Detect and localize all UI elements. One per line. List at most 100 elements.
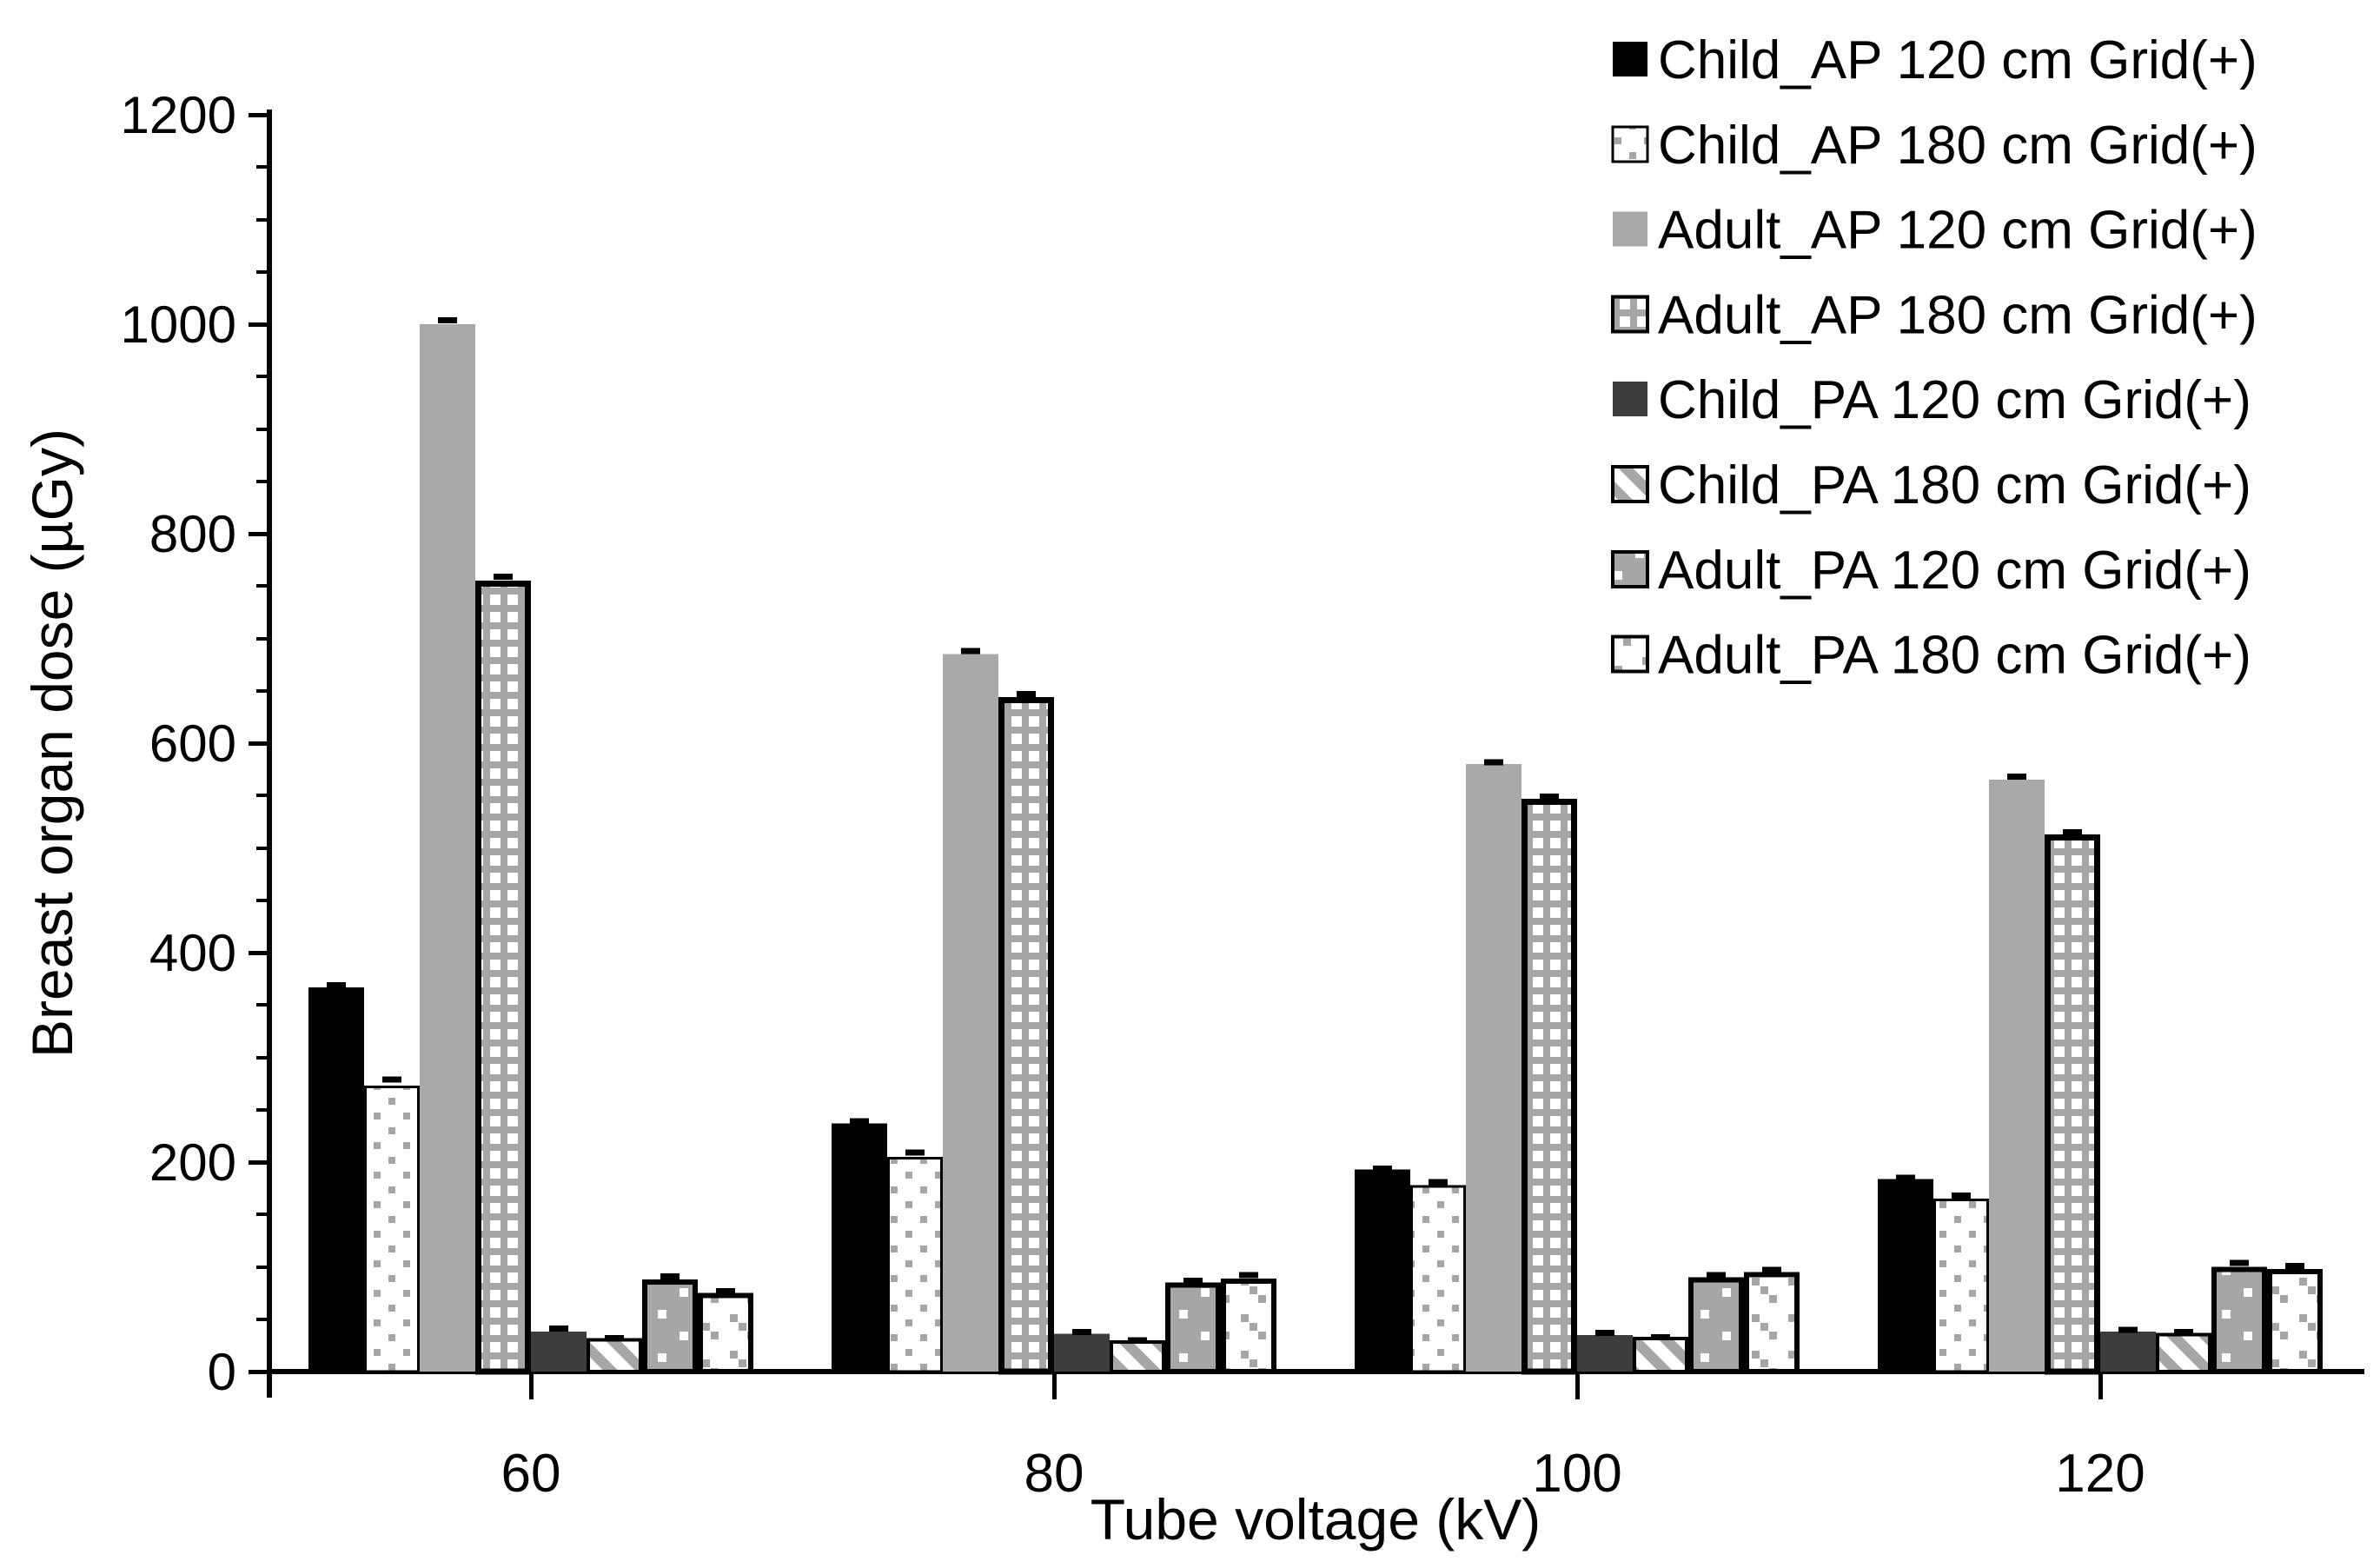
bar <box>531 1332 587 1372</box>
error-bar-cap <box>1952 1193 1971 1199</box>
error-bar-cap <box>494 573 513 580</box>
legend: Child_AP 120 cm Grid(+) Child_AP 180 cm G… <box>1611 30 2257 686</box>
legend-item: Adult_AP 180 cm Grid(+) <box>1611 285 2257 345</box>
bar <box>698 1292 753 1374</box>
bar <box>943 654 998 1372</box>
error-bar-cap <box>905 1149 925 1156</box>
x-tick-label: 80 <box>1024 1444 1084 1504</box>
bar <box>364 1086 420 1373</box>
legend-label: Adult_PA 120 cm Grid(+) <box>1658 541 2251 601</box>
legend-item: Child_PA 180 cm Grid(+) <box>1611 455 2251 515</box>
legend-label: Adult_AP 180 cm Grid(+) <box>1658 285 2257 345</box>
error-bar-cap <box>1239 1272 1258 1279</box>
y-tick-label: 0 <box>208 1343 236 1401</box>
legend-item: Adult_PA 120 cm Grid(+) <box>1611 541 2251 601</box>
bar <box>2156 1332 2211 1374</box>
legend-swatch <box>1611 295 1649 334</box>
error-bar-cap <box>605 1335 624 1342</box>
error-bar-cap <box>1484 759 1503 766</box>
legend-label: Child_AP 180 cm Grid(+) <box>1658 116 2257 176</box>
y-tick-label: 800 <box>149 505 236 563</box>
x-tick-label: 100 <box>1532 1444 1621 1504</box>
y-tick-labels: 0 200 400 600 800 1000 1200 <box>121 86 236 1401</box>
y-minor-tick <box>256 270 269 274</box>
bar <box>475 581 531 1375</box>
y-minor-tick <box>256 847 269 850</box>
y-minor-tick <box>256 1266 269 1269</box>
y-major-tick <box>249 741 269 746</box>
x-tick <box>1052 1372 1057 1399</box>
bar <box>998 696 1054 1375</box>
bar <box>2045 834 2100 1375</box>
error-bar-cap <box>1183 1277 1203 1284</box>
bar <box>1933 1199 1989 1373</box>
bar <box>1466 764 1521 1372</box>
legend-item: Adult_AP 120 cm Grid(+) <box>1613 201 2257 261</box>
x-tick-labels: 60 80 100 120 <box>501 1444 2145 1504</box>
error-bar-cap <box>660 1272 680 1279</box>
y-major-tick <box>249 1370 269 1374</box>
bar <box>308 987 364 1372</box>
bar <box>1110 1339 1165 1373</box>
bar <box>1878 1179 1933 1372</box>
y-major-tick <box>249 322 269 327</box>
error-bar-cap <box>1540 794 1559 801</box>
legend-swatch <box>1611 465 1649 503</box>
bar <box>1165 1282 1221 1374</box>
y-tick-label: 200 <box>149 1133 236 1192</box>
error-bar-cap <box>438 316 457 323</box>
y-major-tick <box>249 951 269 955</box>
error-bar-cap <box>2230 1259 2249 1266</box>
legend-swatch <box>1611 549 1649 588</box>
error-bar-cap <box>1128 1337 1147 1344</box>
error-bar-cap <box>2285 1262 2304 1269</box>
bar <box>832 1123 887 1372</box>
legend-swatch <box>1613 42 1647 76</box>
bar <box>1577 1334 1633 1372</box>
y-minor-tick <box>256 480 269 483</box>
bar <box>1410 1185 1466 1373</box>
bar <box>1221 1278 1276 1375</box>
error-bar-cap <box>382 1076 401 1083</box>
error-bar-cap <box>1017 690 1036 697</box>
bar <box>1633 1337 1688 1373</box>
y-tick-label: 1000 <box>121 296 236 354</box>
bar <box>2100 1332 2156 1372</box>
legend-label: Child_AP 120 cm Grid(+) <box>1658 30 2257 90</box>
y-tick-label: 1200 <box>121 86 236 144</box>
x-tick-label: 120 <box>2055 1444 2145 1504</box>
bar <box>420 324 475 1372</box>
y-minor-tick <box>256 584 269 588</box>
error-bar-cap <box>716 1287 735 1294</box>
bar <box>2211 1266 2267 1374</box>
bar <box>1744 1272 1800 1375</box>
legend-item: Child_AP 120 cm Grid(+) <box>1613 30 2257 90</box>
error-bar-cap <box>1651 1333 1670 1340</box>
axes <box>249 110 2364 1399</box>
legend-swatch <box>1611 125 1649 163</box>
y-minor-tick <box>256 375 269 378</box>
bar <box>1989 780 2045 1372</box>
bar <box>1054 1333 1110 1372</box>
error-bar-cap <box>1707 1272 1726 1279</box>
y-minor-tick <box>256 165 269 169</box>
error-bar-cap <box>1762 1266 1781 1273</box>
legend-label: Child_PA 120 cm Grid(+) <box>1658 370 2251 430</box>
error-bar-cap <box>2118 1326 2138 1333</box>
y-minor-tick <box>256 1003 269 1007</box>
error-bar-cap <box>2007 774 2026 781</box>
error-bar-cap <box>2063 829 2082 836</box>
y-major-tick <box>249 532 269 536</box>
bar <box>642 1279 698 1374</box>
y-tick-label: 400 <box>149 924 236 982</box>
bars <box>308 316 2323 1375</box>
error-bar-cap <box>327 981 346 988</box>
y-axis-line <box>267 110 272 1398</box>
error-bar-cap <box>961 648 980 654</box>
y-minor-tick <box>256 637 269 641</box>
bar <box>2267 1268 2323 1375</box>
legend-label: Adult_AP 120 cm Grid(+) <box>1658 201 2257 261</box>
y-minor-tick <box>256 794 269 797</box>
y-minor-tick <box>256 1056 269 1060</box>
